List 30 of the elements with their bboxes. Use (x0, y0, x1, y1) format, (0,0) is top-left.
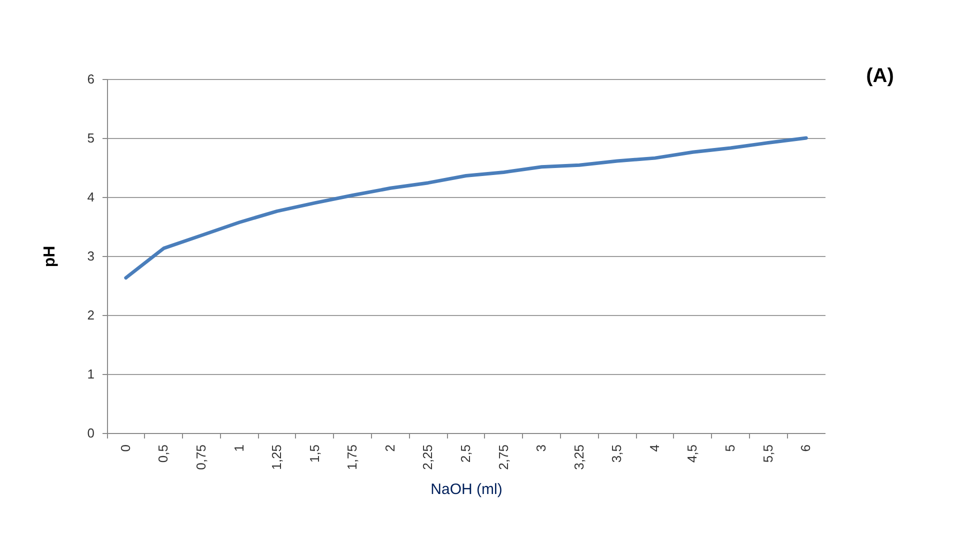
x-tick-label: 5,5 (760, 444, 776, 463)
x-tick-label: 1 (231, 444, 246, 452)
x-tick-label: 2,5 (458, 444, 473, 463)
x-tick-label: 1,25 (269, 444, 284, 470)
x-tick-label: 1,5 (306, 444, 322, 463)
line-series (124, 136, 808, 280)
x-tick-label: 3,5 (609, 444, 624, 463)
x-tick-label: 3,25 (571, 444, 586, 470)
x-tick-label: 0,5 (156, 444, 171, 463)
x-axis-title: NaOH (ml) (430, 480, 502, 498)
x-tick-label: 2,25 (420, 444, 436, 470)
x-tick-label: 1,75 (344, 444, 360, 470)
text: (A) (866, 65, 894, 87)
y-tick-label: 1 (87, 366, 94, 382)
y-tick-label: 2 (87, 308, 94, 322)
y-tick-label: 4 (87, 190, 94, 204)
x-tick-label: 4 (646, 444, 662, 452)
y-tick-label: 6 (87, 72, 94, 86)
y-tick-label: 0 (87, 426, 94, 440)
y-tick-label: 3 (87, 248, 94, 264)
y-axis-title: pH (41, 246, 58, 268)
x-tick-label: 0 (118, 444, 133, 452)
y-tick-label: 5 (87, 130, 94, 146)
x-tick-label: 2 (382, 444, 398, 452)
x-tick-label: 3 (534, 444, 549, 452)
x-tick-label: 6 (798, 444, 814, 452)
x-tick-label: 2,75 (496, 444, 511, 470)
x-tick-label: 0,75 (193, 444, 208, 470)
x-tick-label: 4,5 (684, 444, 700, 463)
x-tick-label: 5 (722, 444, 738, 452)
